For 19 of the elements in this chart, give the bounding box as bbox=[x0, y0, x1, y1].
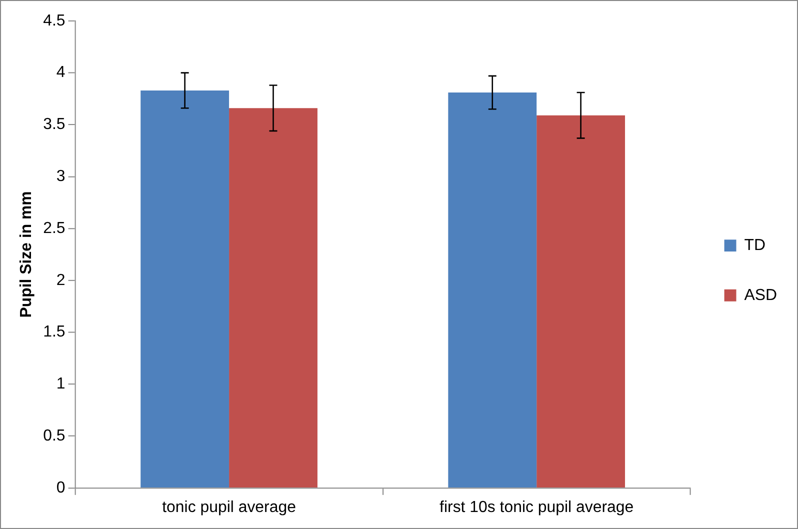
bar bbox=[140, 90, 230, 488]
y-axis-title: Pupil Size in mm bbox=[18, 191, 35, 318]
legend-label: TD bbox=[744, 236, 766, 254]
y-tick-label: 4 bbox=[56, 64, 66, 82]
y-tick-label: 2.5 bbox=[43, 220, 66, 237]
x-tick-label: first 10s tonic pupil average bbox=[440, 498, 634, 516]
y-tick-label: 3.5 bbox=[43, 116, 66, 134]
y-tick-label: 4.5 bbox=[43, 12, 66, 30]
legend-label: ASD bbox=[744, 286, 778, 304]
bar bbox=[448, 92, 537, 488]
x-tick-label: tonic pupil average bbox=[162, 498, 296, 516]
y-tick-label: 1 bbox=[56, 376, 66, 393]
y-tick-label: 2 bbox=[56, 272, 66, 289]
y-tick-label: 3 bbox=[56, 168, 66, 185]
y-tick-label: 1.5 bbox=[43, 324, 66, 341]
bar bbox=[536, 115, 626, 488]
bar bbox=[229, 108, 318, 488]
y-tick-label: 0.5 bbox=[43, 427, 66, 444]
y-tick-label: 0 bbox=[56, 479, 66, 496]
